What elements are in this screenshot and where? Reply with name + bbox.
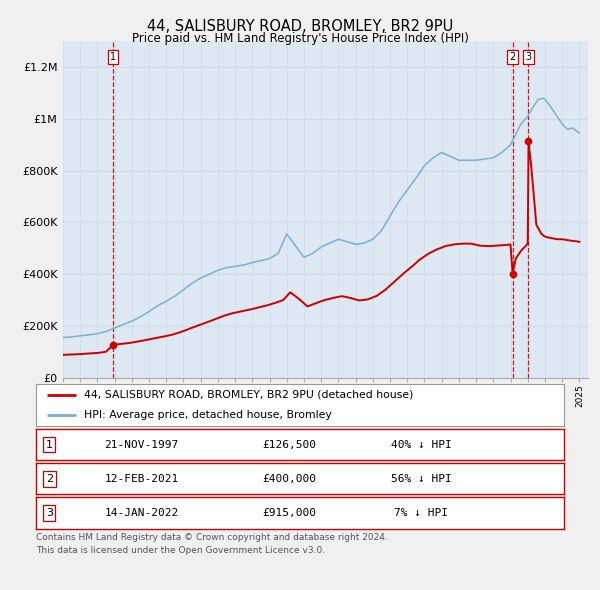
Text: Contains HM Land Registry data © Crown copyright and database right 2024.: Contains HM Land Registry data © Crown c… (36, 533, 388, 542)
Text: 2: 2 (46, 474, 53, 484)
Text: 2: 2 (509, 52, 516, 62)
Text: £915,000: £915,000 (262, 508, 316, 518)
Text: Price paid vs. HM Land Registry's House Price Index (HPI): Price paid vs. HM Land Registry's House … (131, 32, 469, 45)
Text: 3: 3 (526, 52, 532, 62)
Text: 1: 1 (46, 440, 53, 450)
Text: £126,500: £126,500 (262, 440, 316, 450)
Text: This data is licensed under the Open Government Licence v3.0.: This data is licensed under the Open Gov… (36, 546, 325, 555)
Text: 40% ↓ HPI: 40% ↓ HPI (391, 440, 452, 450)
Text: 56% ↓ HPI: 56% ↓ HPI (391, 474, 452, 484)
Text: 44, SALISBURY ROAD, BROMLEY, BR2 9PU: 44, SALISBURY ROAD, BROMLEY, BR2 9PU (147, 19, 453, 34)
Text: 21-NOV-1997: 21-NOV-1997 (104, 440, 179, 450)
Text: HPI: Average price, detached house, Bromley: HPI: Average price, detached house, Brom… (83, 409, 331, 419)
Text: 14-JAN-2022: 14-JAN-2022 (104, 508, 179, 518)
Text: 7% ↓ HPI: 7% ↓ HPI (394, 508, 448, 518)
Text: £400,000: £400,000 (262, 474, 316, 484)
Text: 3: 3 (46, 508, 53, 518)
Text: 12-FEB-2021: 12-FEB-2021 (104, 474, 179, 484)
Text: 1: 1 (110, 52, 116, 62)
Text: 44, SALISBURY ROAD, BROMLEY, BR2 9PU (detached house): 44, SALISBURY ROAD, BROMLEY, BR2 9PU (de… (83, 390, 413, 400)
